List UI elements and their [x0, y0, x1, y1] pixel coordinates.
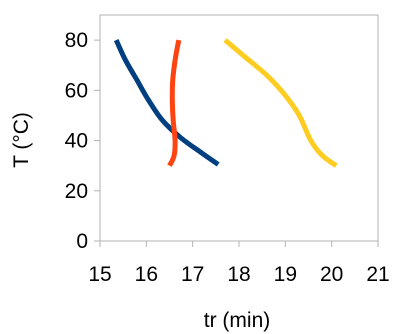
- series-line-1: [113, 39, 220, 167]
- x-tick-label: 20: [320, 263, 343, 286]
- y-tick-label: 20: [65, 180, 88, 203]
- x-axis: 15 16 17 18 19 20 21: [88, 241, 390, 286]
- x-tick-label: 19: [274, 263, 297, 286]
- x-tick-label: 18: [227, 263, 250, 286]
- x-tick-label: 16: [135, 263, 158, 286]
- y-tick-label: 60: [65, 79, 88, 102]
- x-tick-label: 17: [181, 263, 204, 286]
- series-layer: [113, 38, 338, 168]
- y-tick-label: 80: [65, 29, 88, 52]
- x-tick-label: 21: [366, 263, 389, 286]
- y-axis-title: T (°C): [10, 112, 33, 168]
- y-tick-label: 40: [65, 130, 88, 153]
- series-line-2: [167, 39, 182, 167]
- y-tick-label: 0: [76, 230, 88, 253]
- series-line-3: [223, 38, 338, 168]
- y-axis: 0 20 40 60 80: [65, 29, 100, 253]
- x-tick-label: 15: [88, 263, 111, 286]
- x-axis-title: tr (min): [204, 309, 271, 332]
